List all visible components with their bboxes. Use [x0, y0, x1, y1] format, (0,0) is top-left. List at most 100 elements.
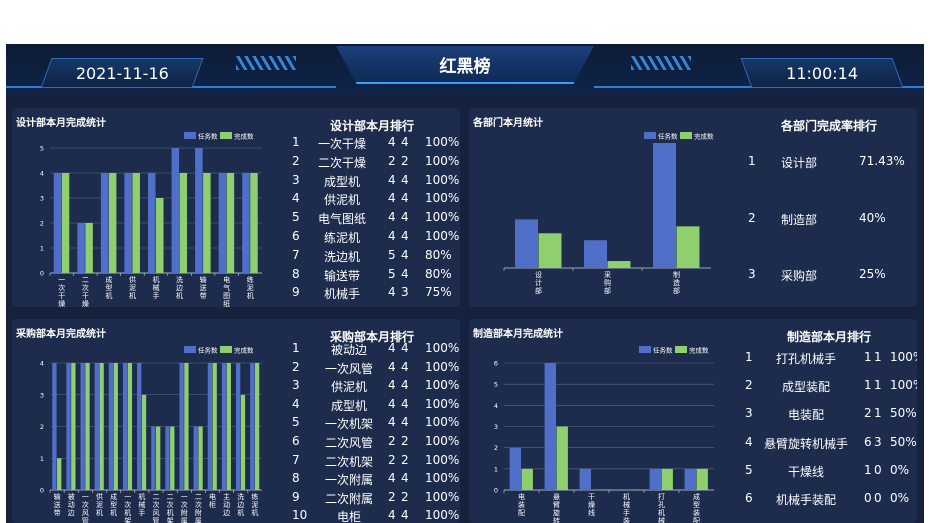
ranking-pct: 71.43% [859, 154, 905, 168]
date-display: 2021-11-16 [40, 58, 204, 88]
bar-task [515, 219, 538, 268]
bar-task [221, 363, 227, 490]
bar-done [85, 223, 93, 273]
ranking-name: 洗边机 [323, 249, 360, 264]
ranking-task: 1 [864, 350, 872, 364]
legend-label-task: 任务数 [658, 132, 678, 141]
ranking-row: 4 供泥机 4 4 100% [12, 191, 460, 207]
ranking-pct: 100% [425, 396, 460, 411]
bar-done [132, 173, 140, 273]
bar-done [250, 173, 258, 273]
ranking-row: 9 二次附属 2 2 100% [12, 490, 460, 506]
ranking-task: 2 [388, 452, 396, 467]
ranking-name: 输送带 [323, 268, 360, 283]
purchase-chart: 任务数 完成数01234输送带被动边一次风管供泥机成型机一次机架机械手二次风管二次… [40, 346, 262, 523]
design-chart-title: 设计部本月完成统计 [16, 118, 106, 129]
y-tick-label: 4 [40, 170, 44, 178]
bar-done [254, 363, 260, 490]
ranking-rank: 1 [745, 350, 753, 364]
ranking-rank: 1 [292, 135, 300, 149]
ranking-rank: 2 [748, 210, 756, 225]
ranking-done: 4 [401, 359, 409, 374]
ranking-rank: 3 [292, 172, 300, 187]
bar-done [203, 173, 211, 273]
ranking-name: 供泥机 [330, 380, 367, 395]
ranking-task: 4 [388, 415, 396, 430]
legend-label-done: 完成数 [694, 132, 714, 141]
bar-task [509, 447, 521, 490]
ranking-pct: 100% [425, 489, 460, 504]
ranking-task: 1 [864, 378, 872, 393]
ranking-done: 4 [401, 191, 409, 206]
x-category-label: 电装配 [518, 492, 525, 517]
legend-swatch-done [220, 346, 232, 353]
x-category-label: 电气图纸 [223, 275, 230, 307]
x-category-label: 供泥机 [96, 492, 103, 517]
ranking-pct: 80% [425, 266, 452, 281]
manufacture-rank-title: 制造部本月排行 [786, 330, 871, 344]
ranking-name: 电装配 [787, 408, 824, 423]
ranking-task: 4 [388, 508, 396, 523]
departments-chart-title: 各部门本月统计 [473, 118, 543, 129]
ranking-row: 8 一次附属 4 4 100% [12, 471, 460, 487]
legend-label-task: 任务数 [198, 132, 218, 141]
bar-task [52, 363, 57, 490]
bar-done [108, 173, 117, 273]
ranking-pct: 100% [890, 378, 917, 393]
ranking-pct: 50% [890, 406, 917, 421]
bar-done [156, 426, 161, 490]
ranking-rank: 2 [745, 378, 753, 393]
bar-done [521, 468, 533, 490]
legend-label-task: 任务数 [198, 346, 218, 355]
ranking-rank: 10 [292, 508, 308, 523]
y-tick-label: 6 [494, 360, 498, 368]
x-category-label: 悬臂旋转机械手 [553, 493, 560, 523]
manufacture-panel: 制造部本月完成统计 任务数完成数0123456电装配悬臂旋转机械手干燥线机械手装… [469, 319, 917, 523]
ranking-row: 3 成型机 4 4 100% [12, 173, 460, 189]
bar-done [226, 173, 235, 273]
ranking-done: 4 [401, 415, 409, 430]
header-stripes-left [236, 56, 296, 70]
ranking-task: 2 [864, 406, 872, 421]
ranking-name: 制造部 [780, 212, 817, 227]
ranking-rank: 3 [292, 378, 300, 393]
ranking-rank: 7 [292, 247, 300, 262]
ranking-rank: 5 [292, 415, 300, 430]
x-category-label: 被动边 [68, 492, 75, 517]
ranking-rank: 6 [292, 434, 300, 448]
y-tick-label: 2 [494, 444, 498, 452]
ranking-done: 0 [874, 462, 882, 477]
ranking-done: 4 [401, 210, 409, 225]
ranking-done: 3 [401, 285, 409, 300]
ranking-done: 2 [401, 434, 409, 448]
ranking-rank: 2 [292, 359, 300, 374]
ranking-pct: 75% [425, 285, 452, 300]
purchase-rank-title: 采购部本月排行 [329, 330, 414, 344]
legend-swatch-task [184, 346, 196, 353]
bar-done [556, 426, 568, 490]
ranking-rank: 9 [292, 285, 300, 300]
ranking-task: 4 [388, 341, 396, 355]
bar-task [165, 426, 170, 490]
legend-label-task: 任务数 [653, 346, 673, 355]
ranking-row: 5 干燥线 1 0 0% [469, 463, 917, 479]
ranking-task: 6 [864, 434, 872, 449]
x-category-label: 二次干燥 [82, 276, 89, 307]
ranking-row: 3 采购部 25% [469, 267, 917, 283]
ranking-task: 4 [388, 172, 396, 187]
design-panel: 设计部本月完成统计 任务数 完成数 0 1 2 3 4 5 一次干燥 二次干燥 成型机 供泥机 机械手洗… [12, 108, 460, 307]
bar-task [684, 468, 696, 490]
legend-label-done: 完成数 [234, 132, 254, 141]
y-tick-label: 5 [40, 145, 44, 153]
bar-task [53, 173, 62, 273]
x-category-label: 二次机架 [167, 493, 174, 523]
ranking-rank: 4 [292, 191, 300, 206]
ranking-done: 4 [401, 172, 409, 187]
ranking-name: 一次附属 [324, 473, 373, 488]
x-category-label: 机械手装配 [623, 492, 630, 523]
bar-done [198, 426, 203, 490]
x-category-label: 设计部 [535, 270, 542, 295]
ranking-done: 4 [401, 508, 409, 523]
legend-label-done: 完成数 [234, 346, 254, 355]
date-text: 2021-11-16 [75, 63, 169, 83]
